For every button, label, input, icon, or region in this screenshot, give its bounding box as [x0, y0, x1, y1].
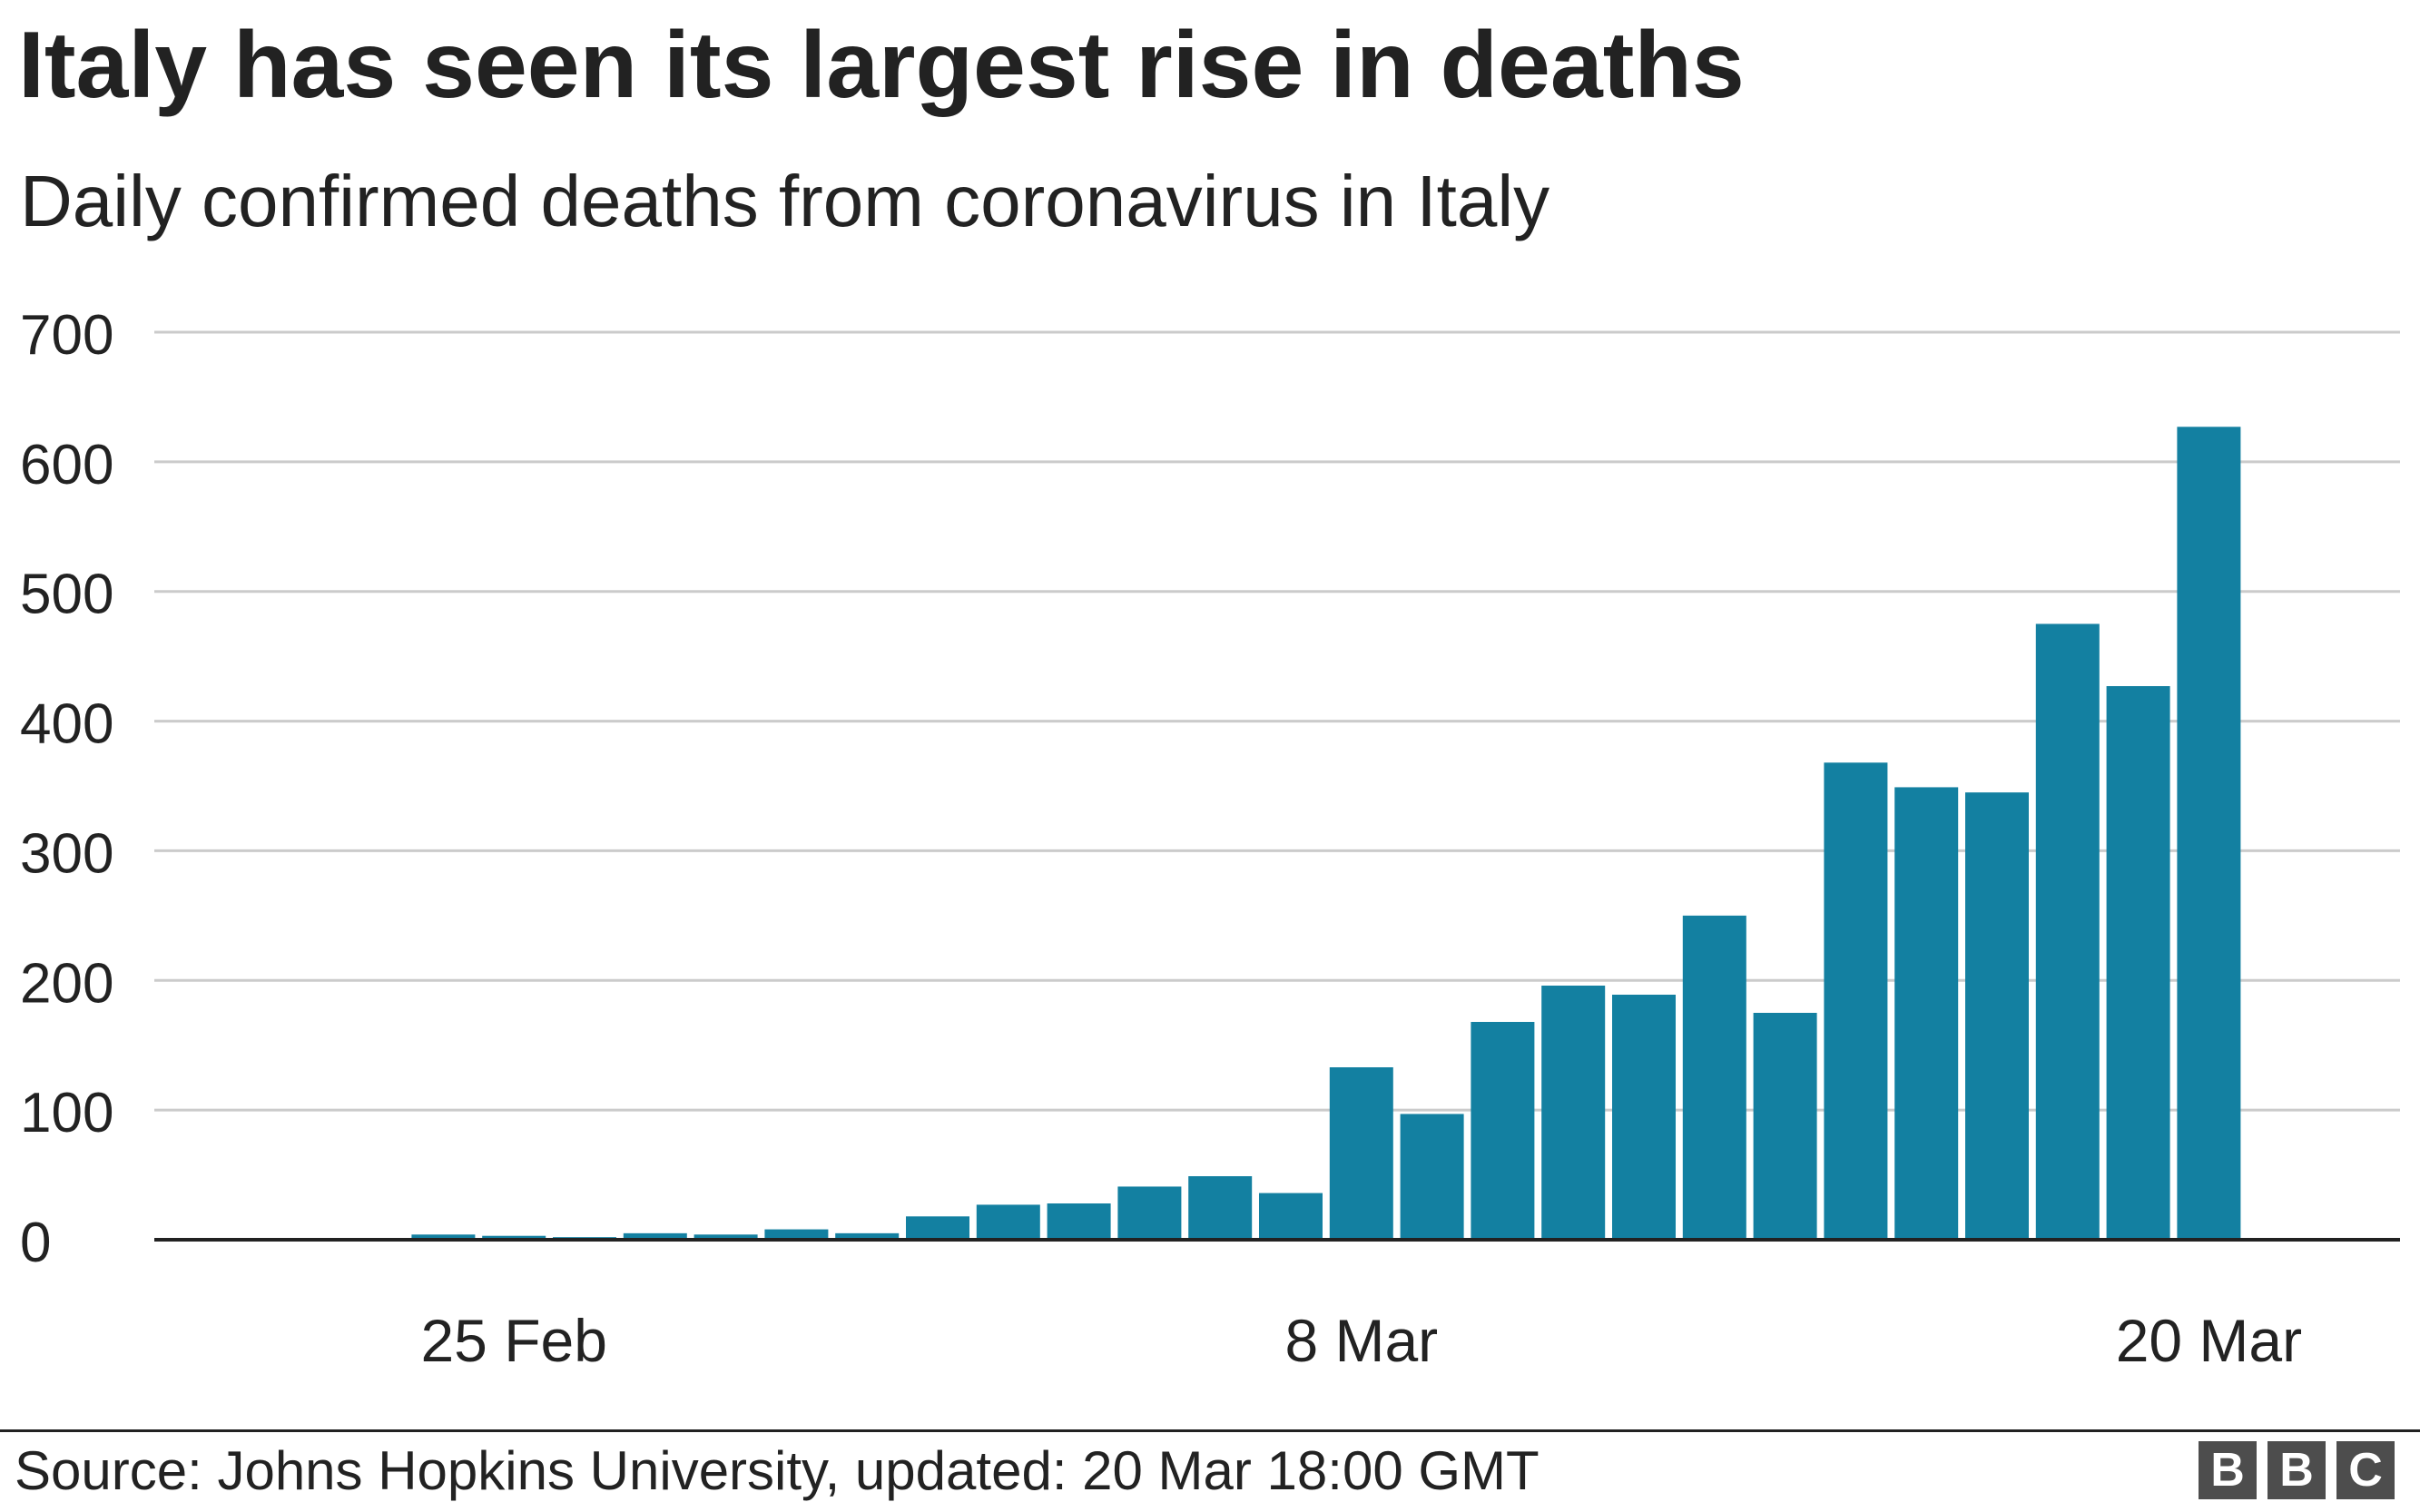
source-note: Source: Johns Hopkins University, update… — [15, 1440, 1540, 1501]
bar — [482, 1235, 546, 1240]
bar — [1188, 1176, 1253, 1240]
x-tick-label: 20 Mar — [2116, 1307, 2302, 1374]
bar — [2177, 427, 2241, 1240]
bbc-logo: B B C — [2199, 1441, 2395, 1499]
bar — [1117, 1186, 1182, 1240]
bar — [976, 1204, 1040, 1240]
bar — [1612, 995, 1676, 1240]
logo-letter: B — [2268, 1441, 2326, 1499]
bar — [906, 1216, 969, 1240]
bar — [2106, 686, 2170, 1240]
bar — [764, 1229, 829, 1240]
bar — [694, 1234, 758, 1240]
y-tick-label: 600 — [20, 434, 113, 496]
bar — [1753, 1013, 1817, 1240]
y-tick-label: 700 — [20, 304, 113, 367]
chart-title: Italy has seen its largest rise in death… — [18, 13, 1745, 118]
y-tick-label: 400 — [20, 693, 113, 756]
logo-letter: C — [2336, 1441, 2395, 1499]
bars — [200, 427, 2241, 1240]
y-tick-label: 100 — [20, 1082, 113, 1144]
bar — [623, 1232, 687, 1240]
bar — [1824, 762, 1888, 1240]
bar — [1329, 1067, 1393, 1240]
y-tick-label: 300 — [20, 822, 113, 885]
bar — [1471, 1022, 1535, 1240]
bar — [1400, 1114, 1464, 1240]
bar — [1047, 1203, 1111, 1240]
logo-letter: B — [2199, 1441, 2257, 1499]
bar — [411, 1234, 476, 1240]
x-axis-ticks: 25 Feb 8 Mar 20 Mar — [420, 1307, 2302, 1374]
bar-chart: 0 100 200 300 400 500 600 700 25 Feb 8 Mar 20 Mar — [20, 304, 2400, 1374]
bar — [1259, 1193, 1323, 1240]
bar — [2035, 623, 2100, 1240]
bar — [1894, 787, 1959, 1240]
y-tick-label: 200 — [20, 952, 113, 1015]
y-tick-label: 0 — [20, 1212, 51, 1274]
footer-divider — [0, 1429, 2420, 1432]
bar — [1682, 915, 1746, 1240]
x-tick-label: 8 Mar — [1284, 1307, 1438, 1374]
bar — [835, 1232, 900, 1240]
y-axis-ticks: 0 100 200 300 400 500 600 700 — [20, 304, 113, 1274]
y-tick-label: 500 — [20, 564, 113, 626]
bar — [1965, 792, 2029, 1240]
chart-subtitle: Daily confirmed deaths from coronavirus … — [20, 161, 1550, 241]
x-tick-label: 25 Feb — [420, 1307, 606, 1374]
bar — [1541, 986, 1606, 1240]
